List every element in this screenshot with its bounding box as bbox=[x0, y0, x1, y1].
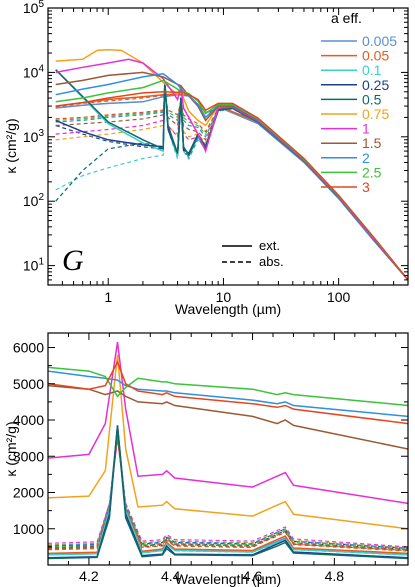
top-x-tick-label: 1 bbox=[104, 289, 112, 305]
bottom-y-tick-label: 1000 bbox=[13, 521, 44, 537]
top-abs-line-0-25 bbox=[55, 83, 408, 281]
bottom-x-tick-label: 4.8 bbox=[325, 568, 345, 584]
legend-label-0-05: 0.05 bbox=[362, 48, 389, 64]
bottom-chart-panel: 4.2 4.4 4.6 4.8 1000 2000 3000 4000 5000 6000 Wav… bbox=[3, 332, 409, 587]
top-y-tick-label: 101 bbox=[23, 257, 45, 274]
bottom-y-tick-label: 4000 bbox=[13, 412, 44, 428]
bottom-ext-line-1-5 bbox=[48, 384, 408, 450]
bottom-ext-line-0-5 bbox=[48, 427, 408, 560]
line-style-key: ext. abs. bbox=[222, 238, 284, 269]
top-x-tick-label: 10 bbox=[216, 289, 232, 305]
bottom-y-tick-label: 6000 bbox=[13, 340, 44, 356]
top-x-axis-label: Wavelength (µm) bbox=[175, 301, 281, 317]
legend-label-0-5: 0.5 bbox=[362, 91, 382, 107]
legend-label-0-25: 0.25 bbox=[362, 77, 389, 93]
top-axis-ticks: 1 10 100 101 102 103 104 105 bbox=[23, 0, 409, 305]
bottom-ext-line-0-75 bbox=[48, 354, 408, 530]
legend-label-0-005: 0.005 bbox=[362, 33, 397, 49]
bottom-x-tick-label: 4.4 bbox=[161, 568, 181, 584]
bottom-axis-ticks: 4.2 4.4 4.6 4.8 1000 2000 3000 4000 5000 6000 bbox=[13, 333, 408, 584]
top-x-tick-label: 100 bbox=[327, 289, 351, 305]
ext-key-label: ext. bbox=[259, 238, 280, 253]
top-ext-line-0-1 bbox=[55, 69, 408, 281]
top-y-tick-label: 102 bbox=[23, 192, 45, 209]
top-abs-line-0-75 bbox=[55, 87, 408, 281]
bottom-ext-line-2-5 bbox=[48, 366, 408, 407]
top-abs-line-1-5 bbox=[55, 89, 408, 281]
bottom-y-axis-label: κ (cm²/g) bbox=[3, 421, 19, 476]
bottom-x-tick-label: 4.2 bbox=[79, 568, 99, 584]
legend-label-2: 2 bbox=[362, 150, 370, 166]
legend-label-0-1: 0.1 bbox=[362, 62, 382, 78]
bottom-plot-frame bbox=[47, 332, 409, 566]
legend-label-1-5: 1.5 bbox=[362, 135, 382, 151]
top-y-tick-label: 103 bbox=[23, 128, 45, 145]
abs-key-label: abs. bbox=[259, 254, 284, 269]
panel-label: G bbox=[62, 244, 84, 277]
legend-label-0-75: 0.75 bbox=[362, 106, 389, 122]
bottom-y-tick-label: 3000 bbox=[13, 448, 44, 464]
top-y-axis-label: κ (cm²/g) bbox=[3, 118, 19, 173]
top-y-tick-label: 104 bbox=[23, 63, 45, 80]
bottom-ext-line-0-1 bbox=[48, 425, 408, 556]
top-ext-line-0-5 bbox=[55, 69, 408, 281]
top-y-tick-label: 105 bbox=[23, 0, 45, 16]
top-ext-line-2-5 bbox=[55, 79, 408, 281]
legend-title: a eff. bbox=[331, 10, 362, 26]
bottom-y-tick-label: 5000 bbox=[13, 376, 44, 392]
top-ext-line-3 bbox=[55, 91, 408, 281]
top-abs-line-1 bbox=[55, 86, 408, 281]
legend-label-2-5: 2.5 bbox=[362, 164, 382, 180]
legend-label-1: 1 bbox=[362, 121, 370, 137]
bottom-y-tick-label: 2000 bbox=[13, 485, 44, 501]
top-series-group bbox=[55, 48, 408, 281]
top-abs-line-2 bbox=[55, 91, 408, 281]
bottom-ext-line-1 bbox=[48, 341, 408, 505]
bottom-series-group bbox=[48, 341, 408, 560]
top-chart-panel: 1 10 100 101 102 103 104 105 Wavelength (µm) κ … bbox=[3, 0, 409, 317]
legend-label-3: 3 bbox=[362, 179, 370, 195]
bottom-x-axis-label: Wavelength (µm) bbox=[175, 571, 281, 587]
bottom-ext-line-3 bbox=[48, 360, 408, 425]
bottom-x-tick-label: 4.6 bbox=[243, 568, 263, 584]
bottom-ext-line-0-25 bbox=[48, 425, 408, 559]
top-abs-line-0-05 bbox=[55, 94, 408, 281]
